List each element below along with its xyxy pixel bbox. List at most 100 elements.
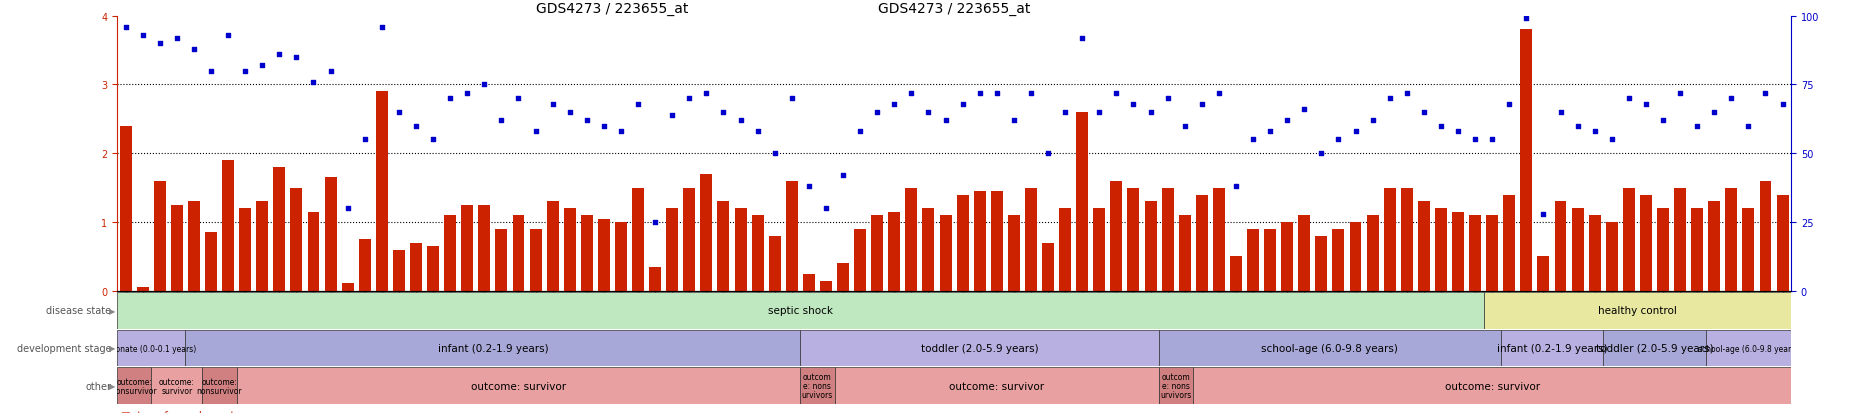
Bar bbox=[1006, 216, 1019, 291]
Bar bbox=[1640, 195, 1651, 291]
Point bbox=[1391, 90, 1421, 97]
Text: ■  transformed count: ■ transformed count bbox=[121, 410, 234, 413]
Bar bbox=[117, 292, 1484, 329]
Bar bbox=[154, 181, 165, 291]
Point bbox=[1151, 96, 1181, 102]
Point bbox=[368, 24, 397, 31]
Bar bbox=[1348, 223, 1361, 291]
Text: infant (0.2-1.9 years): infant (0.2-1.9 years) bbox=[1497, 343, 1606, 353]
Text: outcome: survivor: outcome: survivor bbox=[470, 381, 566, 391]
Point bbox=[1476, 137, 1506, 143]
Point bbox=[537, 101, 566, 108]
Bar bbox=[186, 330, 800, 366]
Point bbox=[451, 90, 481, 97]
Bar bbox=[598, 219, 609, 291]
Bar bbox=[1417, 202, 1430, 291]
Bar bbox=[1621, 188, 1634, 291]
Bar bbox=[1554, 202, 1565, 291]
Point bbox=[1699, 109, 1729, 116]
Bar bbox=[734, 209, 747, 291]
Point bbox=[1272, 118, 1302, 124]
Point bbox=[1766, 101, 1796, 108]
Point bbox=[1426, 123, 1456, 130]
Point bbox=[691, 90, 721, 97]
Point bbox=[1289, 107, 1318, 113]
Bar bbox=[973, 192, 986, 291]
Point bbox=[1084, 109, 1114, 116]
Bar bbox=[1571, 209, 1582, 291]
Point bbox=[162, 35, 191, 42]
Point bbox=[1733, 123, 1762, 130]
Point bbox=[726, 118, 756, 124]
Bar bbox=[392, 250, 405, 291]
Point bbox=[1545, 109, 1575, 116]
Point bbox=[589, 123, 618, 130]
Text: ▶: ▶ bbox=[110, 344, 115, 353]
Bar bbox=[700, 174, 711, 291]
Text: development stage: development stage bbox=[17, 343, 111, 353]
Bar bbox=[1705, 330, 1790, 366]
Point bbox=[980, 90, 1010, 97]
Point bbox=[708, 109, 737, 116]
Bar bbox=[1656, 209, 1668, 291]
Bar bbox=[990, 192, 1003, 291]
Point bbox=[1237, 137, 1266, 143]
Point bbox=[914, 109, 943, 116]
Bar bbox=[513, 216, 524, 291]
Bar bbox=[940, 216, 951, 291]
Bar bbox=[1502, 195, 1515, 291]
Point bbox=[384, 109, 414, 116]
Point bbox=[1341, 128, 1370, 135]
Point bbox=[332, 206, 362, 212]
Bar bbox=[1383, 188, 1395, 291]
Point bbox=[641, 219, 670, 226]
Text: neonate (0.0-0.1 years): neonate (0.0-0.1 years) bbox=[106, 344, 197, 353]
Point bbox=[1374, 96, 1404, 102]
Point bbox=[349, 137, 379, 143]
Point bbox=[605, 128, 635, 135]
Bar bbox=[119, 126, 132, 291]
Bar bbox=[786, 181, 797, 291]
Point bbox=[743, 128, 773, 135]
Bar bbox=[1588, 216, 1599, 291]
Point bbox=[264, 52, 293, 58]
Bar bbox=[1673, 188, 1684, 291]
Bar bbox=[1025, 188, 1036, 291]
Text: toddler (2.0-5.9 years): toddler (2.0-5.9 years) bbox=[921, 343, 1038, 353]
Point bbox=[1647, 118, 1677, 124]
Point bbox=[897, 90, 927, 97]
Text: outcome:
nonsurvivor: outcome: nonsurvivor bbox=[197, 377, 241, 395]
Point bbox=[1408, 109, 1437, 116]
Point bbox=[299, 79, 329, 86]
Point bbox=[1528, 211, 1558, 218]
Text: toddler (2.0-5.9 years): toddler (2.0-5.9 years) bbox=[1595, 343, 1712, 353]
Bar bbox=[800, 368, 834, 404]
Bar bbox=[137, 288, 149, 291]
Bar bbox=[461, 205, 474, 291]
Point bbox=[1460, 137, 1489, 143]
Point bbox=[930, 118, 960, 124]
Point bbox=[145, 41, 175, 47]
Point bbox=[657, 112, 687, 119]
Bar bbox=[150, 368, 202, 404]
Bar bbox=[631, 188, 644, 291]
Bar bbox=[1159, 368, 1192, 404]
Point bbox=[1443, 128, 1473, 135]
Bar bbox=[427, 247, 438, 291]
Bar bbox=[308, 212, 319, 291]
Point bbox=[487, 118, 516, 124]
Point bbox=[282, 55, 312, 61]
Text: outcome: survivor: outcome: survivor bbox=[1445, 381, 1539, 391]
Bar bbox=[581, 216, 592, 291]
Text: infant (0.2-1.9 years): infant (0.2-1.9 years) bbox=[436, 343, 548, 353]
Point bbox=[1305, 150, 1335, 157]
Point bbox=[316, 68, 345, 75]
Text: outcom
e: nons
urvivors: outcom e: nons urvivors bbox=[1161, 372, 1190, 399]
Point bbox=[845, 128, 875, 135]
Text: outcome:
nonsurvivor: outcome: nonsurvivor bbox=[111, 377, 156, 395]
Bar bbox=[204, 233, 217, 291]
Bar bbox=[800, 330, 1159, 366]
Bar bbox=[1263, 229, 1276, 291]
Bar bbox=[342, 283, 353, 291]
Text: healthy control: healthy control bbox=[1597, 306, 1675, 316]
